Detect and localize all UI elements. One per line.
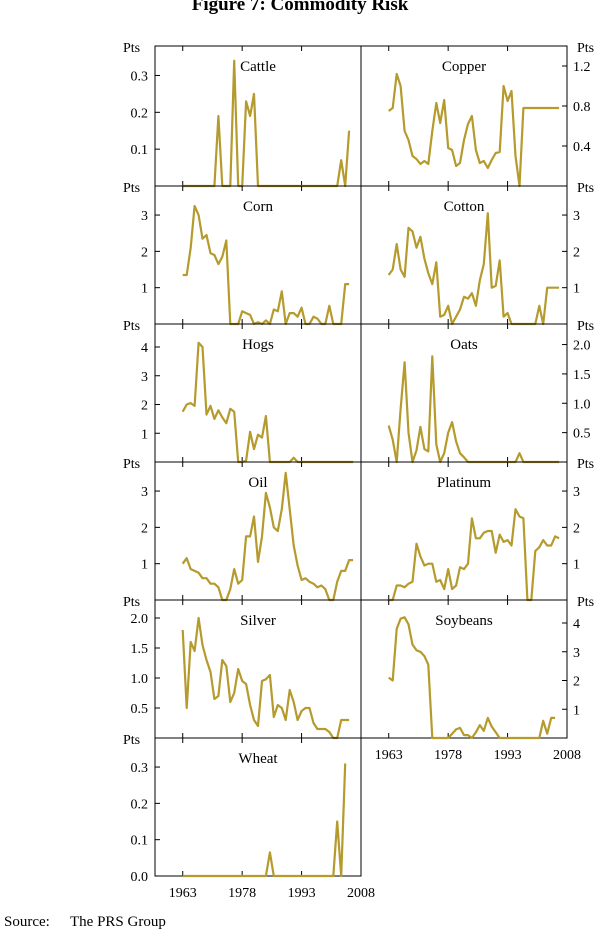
x-tick-label-1978: 1978	[434, 748, 462, 763]
x-tick-label-2008: 2008	[347, 886, 375, 901]
silver-ytick-label: 2.0	[131, 612, 149, 627]
platinum-ytick-label: 2	[573, 521, 580, 536]
wheat-ytick-label: 0.0	[131, 870, 149, 885]
corn-panel-title: Corn	[243, 199, 274, 215]
cotton-ytick-label: 3	[573, 209, 580, 224]
silver-unit-label: Pts	[123, 595, 140, 610]
cattle-unit-label: Pts	[123, 41, 140, 56]
figure-title: Figure 7: Commodity Risk	[191, 0, 409, 15]
wheat-unit-label: Pts	[123, 733, 140, 748]
oil-unit-label: Pts	[123, 457, 140, 472]
oats-ytick-label: 1.0	[573, 397, 591, 412]
cattle-ytick-label: 0.3	[131, 69, 149, 84]
oil-ytick-label: 1	[141, 558, 148, 573]
corn-ytick-label: 1	[141, 282, 148, 297]
cotton-ytick-label: 2	[573, 245, 580, 260]
corn-ytick-label: 2	[141, 245, 148, 260]
silver-ytick-label: 0.5	[131, 702, 149, 717]
x-tick-label-1993: 1993	[288, 886, 316, 901]
copper-unit-label: Pts	[577, 41, 594, 56]
hogs-series-line	[181, 341, 354, 464]
x-tick-label-1963: 1963	[169, 886, 197, 901]
platinum-unit-label: Pts	[577, 457, 594, 472]
source-label: Source:	[4, 914, 50, 930]
silver-series-line	[181, 616, 350, 740]
soybeans-unit-label: Pts	[577, 595, 594, 610]
copper-series-line	[388, 72, 560, 188]
wheat-ytick-label: 0.1	[131, 834, 149, 849]
oats-panel-title: Oats	[450, 337, 478, 353]
platinum-ytick-label: 3	[573, 485, 580, 500]
soybeans-ytick-label: 3	[573, 646, 580, 661]
oats-ytick-label: 0.5	[573, 427, 591, 442]
hogs-ytick-label: 4	[141, 341, 148, 356]
cattle-series-line	[182, 59, 351, 188]
platinum-series-line	[388, 508, 560, 602]
silver-ytick-label: 1.5	[131, 642, 149, 657]
wheat-ytick-label: 0.3	[131, 761, 149, 776]
corn-unit-label: Pts	[123, 181, 140, 196]
x-tick-label-2008: 2008	[553, 748, 581, 763]
cattle-panel-title: Cattle	[240, 59, 276, 75]
cotton-unit-label: Pts	[577, 181, 594, 196]
hogs-ytick-label: 1	[141, 427, 148, 442]
x-tick-label-1993: 1993	[494, 748, 522, 763]
corn-series-line	[182, 204, 350, 326]
silver-ytick-label: 1.0	[131, 672, 149, 687]
cattle-ytick-label: 0.1	[131, 143, 149, 158]
hogs-ytick-label: 2	[141, 399, 148, 414]
oil-ytick-label: 2	[141, 521, 148, 536]
cotton-series-line	[387, 212, 560, 326]
hogs-unit-label: Pts	[123, 319, 140, 334]
platinum-panel-title: Platinum	[437, 475, 492, 491]
oil-ytick-label: 3	[141, 485, 148, 500]
corn-ytick-label: 3	[141, 209, 148, 224]
source-text: The PRS Group	[70, 914, 166, 930]
copper-ytick-label: 0.8	[573, 100, 591, 115]
silver-panel-title: Silver	[240, 613, 276, 629]
oats-ytick-label: 2.0	[573, 339, 591, 354]
soybeans-series-line	[388, 616, 556, 740]
oats-series-line	[387, 355, 560, 464]
cotton-panel-title: Cotton	[444, 199, 485, 215]
soybeans-ytick-label: 4	[573, 617, 580, 632]
hogs-ytick-label: 3	[141, 370, 148, 385]
oil-panel-title: Oil	[248, 475, 267, 491]
wheat-panel-title: Wheat	[238, 751, 278, 767]
soybeans-ytick-label: 1	[573, 703, 580, 718]
platinum-ytick-label: 1	[573, 558, 580, 573]
soybeans-panel-frame	[360, 599, 568, 739]
hogs-panel-title: Hogs	[242, 337, 274, 353]
cattle-ytick-label: 0.2	[131, 106, 149, 121]
x-tick-label-1963: 1963	[375, 748, 403, 763]
cotton-ytick-label: 1	[573, 282, 580, 297]
copper-panel-title: Copper	[442, 59, 486, 75]
copper-ytick-label: 1.2	[573, 60, 591, 75]
source-note: Source: The PRS Group	[4, 914, 166, 931]
wheat-ytick-label: 0.2	[131, 797, 149, 812]
x-tick-label-1978: 1978	[228, 886, 256, 901]
oats-unit-label: Pts	[577, 319, 594, 334]
copper-ytick-label: 0.4	[573, 140, 591, 155]
oil-series-line	[181, 471, 354, 602]
soybeans-ytick-label: 2	[573, 675, 580, 690]
wheat-series-line	[182, 763, 347, 878]
soybeans-panel-title: Soybeans	[435, 613, 493, 629]
oats-ytick-label: 1.5	[573, 368, 591, 383]
